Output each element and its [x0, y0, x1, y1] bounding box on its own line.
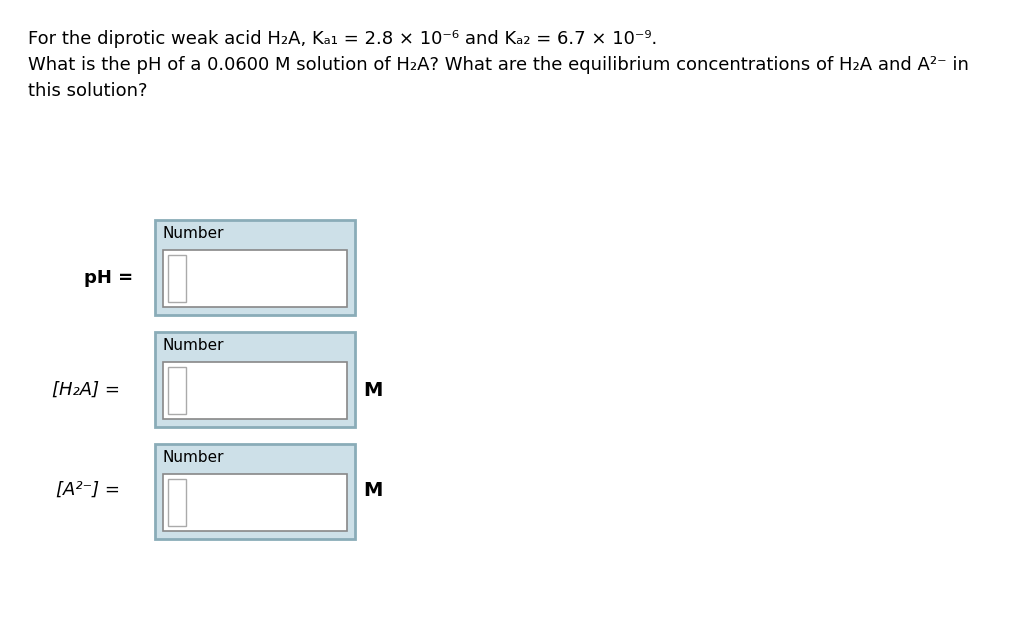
- Text: M: M: [362, 480, 382, 500]
- Bar: [168, 255, 186, 302]
- Text: Number: Number: [163, 226, 224, 241]
- Text: this solution?: this solution?: [28, 82, 147, 100]
- Bar: [168, 367, 186, 414]
- Text: For the diprotic weak acid H₂A, Kₐ₁ = 2.8 × 10⁻⁶ and Kₐ₂ = 6.7 × 10⁻⁹.: For the diprotic weak acid H₂A, Kₐ₁ = 2.…: [28, 30, 657, 48]
- Text: What is the pH of a 0.0600 M solution of H₂A? What are the equilibrium concentra: What is the pH of a 0.0600 M solution of…: [28, 56, 969, 74]
- Bar: [155, 220, 355, 315]
- Text: pH =: pH =: [84, 269, 133, 287]
- Bar: [155, 444, 355, 539]
- Text: [H₂A] =: [H₂A] =: [52, 381, 120, 399]
- Bar: [155, 332, 355, 427]
- Text: Number: Number: [163, 338, 224, 353]
- Bar: [163, 250, 347, 307]
- Bar: [163, 474, 347, 531]
- Text: Number: Number: [163, 450, 224, 465]
- Bar: [168, 479, 186, 526]
- Text: [A²⁻] =: [A²⁻] =: [56, 481, 120, 499]
- Bar: [163, 362, 347, 419]
- Text: M: M: [362, 381, 382, 399]
